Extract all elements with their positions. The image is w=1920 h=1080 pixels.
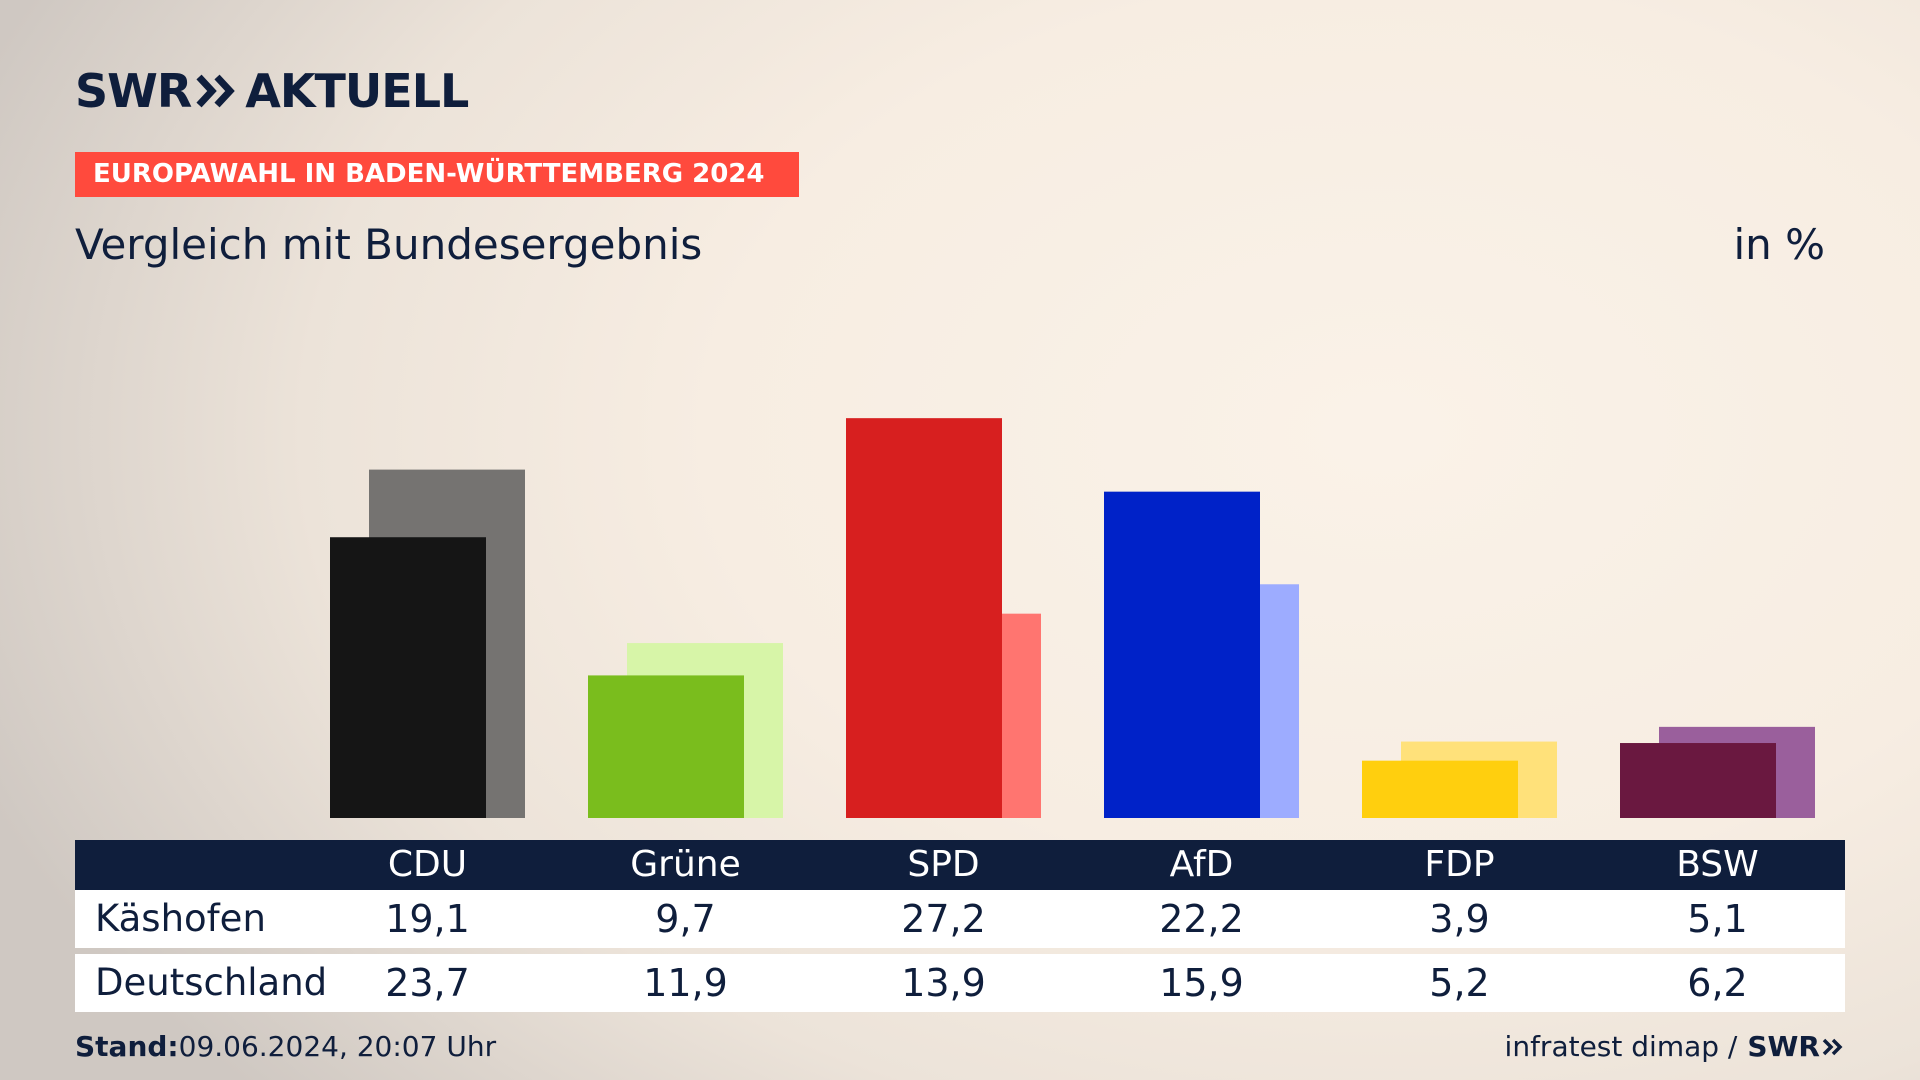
table-row: Käshofen 19,1 9,7 27,2 22,2 3,9 5,1 (75, 890, 1845, 948)
swr-aktuell-logo: SWR AKTUELL (75, 62, 469, 120)
table-header: CDU Grüne SPD AfD FDP BSW (75, 840, 1845, 890)
category-label: AfD (1169, 844, 1234, 885)
data-label-deutschland: 13,9 (901, 961, 986, 1005)
category-label: FDP (1424, 844, 1495, 885)
stand-value: 09.06.2024, 20:07 Uhr (178, 1030, 497, 1063)
category-label: Grüne (630, 844, 741, 885)
data-label-deutschland: 5,2 (1429, 961, 1490, 1005)
row-label-kaeshofen: Käshofen (95, 897, 266, 940)
logo-aktuell-text: AKTUELL (245, 64, 469, 118)
category-label: CDU (387, 844, 468, 885)
logo-swr-text: SWR (75, 64, 192, 118)
unit-label: in % (1733, 220, 1825, 269)
bar-kaeshofen-2 (846, 418, 1002, 818)
double-chevron-icon (1822, 1038, 1843, 1055)
stand-label: Stand: (75, 1030, 179, 1063)
row-label-deutschland: Deutschland (95, 961, 328, 1004)
double-chevron-icon (196, 74, 236, 108)
data-label-kaeshofen: 9,7 (655, 897, 716, 941)
data-label-deutschland: 15,9 (1159, 961, 1244, 1005)
bar-kaeshofen-0 (330, 537, 486, 818)
data-label-kaeshofen: 19,1 (385, 897, 470, 941)
chart-subtitle: Vergleich mit Bundesergebnis (75, 220, 703, 269)
bar-kaeshofen-1 (588, 675, 744, 818)
bar-chart (330, 418, 1815, 818)
data-label-deutschland: 23,7 (385, 961, 470, 1005)
category-label: BSW (1676, 844, 1759, 885)
data-label-kaeshofen: 5,1 (1687, 897, 1748, 941)
source-text: infratest dimap / (1504, 1030, 1738, 1063)
data-label-deutschland: 6,2 (1687, 961, 1748, 1005)
bar-kaeshofen-4 (1362, 760, 1518, 818)
source-brand: SWR (1747, 1030, 1820, 1063)
timestamp: Stand:09.06.2024, 20:07 Uhr (75, 1030, 496, 1063)
data-label-kaeshofen: 27,2 (901, 897, 986, 941)
election-banner: EUROPAWAHL IN BADEN-WÜRTTEMBERG 2024 (75, 152, 799, 197)
category-label: SPD (907, 844, 980, 885)
source-credit: infratest dimap / SWR (1505, 1030, 1844, 1063)
data-label-kaeshofen: 3,9 (1429, 897, 1490, 941)
data-label-deutschland: 11,9 (643, 961, 728, 1005)
bar-kaeshofen-3 (1104, 491, 1260, 818)
data-label-kaeshofen: 22,2 (1159, 897, 1244, 941)
results-table: CDU Grüne SPD AfD FDP BSW Käshofen 19,1 9,7 27,… (75, 840, 1845, 1012)
table-row: Deutschland 23,7 11,9 13,9 15,9 5,2 6,2 (75, 954, 1845, 1012)
bar-kaeshofen-5 (1620, 743, 1776, 818)
